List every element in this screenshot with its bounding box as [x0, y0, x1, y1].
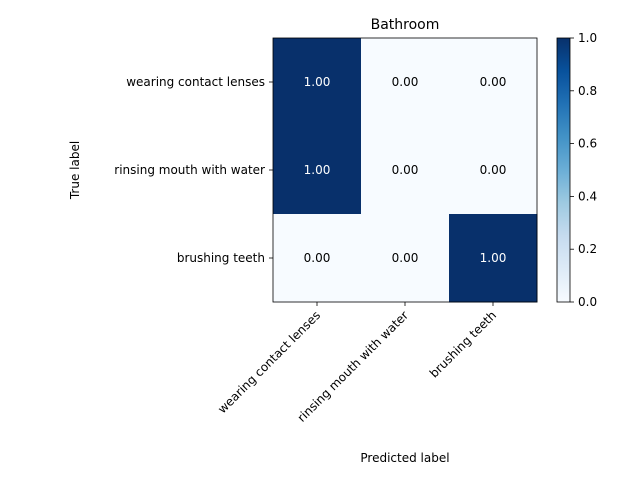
y-axis-label: True label — [68, 141, 82, 200]
heatmap-cell — [361, 214, 450, 303]
x-tick-label: wearing contact lenses — [215, 308, 323, 416]
heatmap-cell — [361, 126, 450, 215]
heatmap-cell — [449, 126, 538, 215]
cell-value-label: 1.00 — [480, 251, 507, 265]
colorbar — [556, 37, 571, 303]
heatmap-cell — [361, 38, 450, 127]
heatmap-cells — [273, 38, 538, 303]
heatmap-cell — [273, 214, 362, 303]
y-axis-ticks: wearing contact lenses rinsing mouth with… — [114, 75, 273, 265]
cell-value-label: 0.00 — [392, 75, 419, 89]
y-tick-label: rinsing mouth with water — [114, 163, 265, 177]
cell-value-label: 0.00 — [480, 163, 507, 177]
chart-title: Bathroom — [371, 17, 440, 33]
colorbar-tick-label: 0.4 — [578, 189, 597, 203]
colorbar-tick-label: 0.8 — [578, 84, 597, 98]
colorbar-tick-label: 1.0 — [578, 31, 597, 45]
cell-value-label: 0.00 — [480, 75, 507, 89]
heatmap-cell — [273, 38, 362, 127]
x-axis-label: Predicted label — [360, 451, 449, 465]
cell-value-label: 0.00 — [392, 251, 419, 265]
cell-value-label: 0.00 — [304, 251, 331, 265]
y-tick-label: brushing teeth — [177, 251, 265, 265]
colorbar-tick-label: 0.0 — [578, 295, 597, 309]
heatmap-cell — [273, 126, 362, 215]
colorbar-tick-label: 0.6 — [578, 137, 597, 151]
colorbar-ticks: 0.0 0.2 0.4 0.6 0.8 1.0 — [570, 31, 597, 309]
cell-value-label: 1.00 — [304, 75, 331, 89]
heatmap-cell-labels: 1.00 0.00 0.00 1.00 0.00 0.00 0.00 0.00 1.00 — [304, 75, 507, 265]
y-tick-label: wearing contact lenses — [126, 75, 265, 89]
cell-value-label: 0.00 — [392, 163, 419, 177]
heatmap-cell — [449, 214, 538, 303]
colorbar-tick-label: 0.2 — [578, 242, 597, 256]
heatmap-cell — [449, 38, 538, 127]
x-tick-label: brushing teeth — [427, 308, 499, 380]
cell-value-label: 1.00 — [304, 163, 331, 177]
